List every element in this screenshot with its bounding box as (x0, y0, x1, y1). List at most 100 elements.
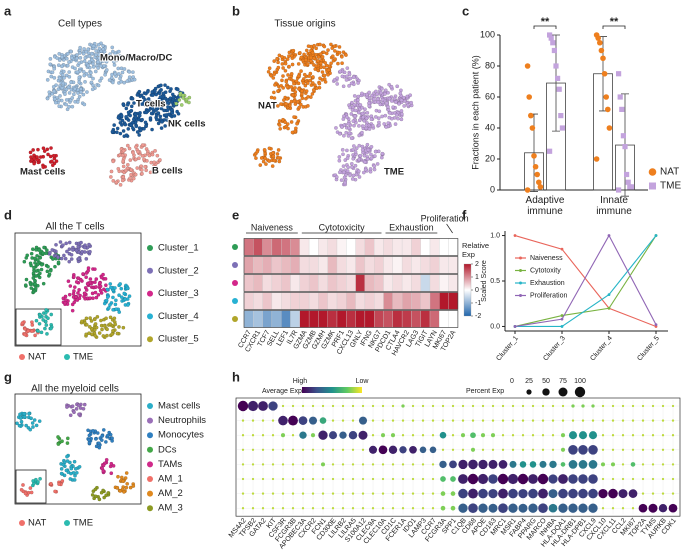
cell-dot (65, 459, 70, 463)
cell-dot (66, 279, 71, 284)
cell-dot (399, 88, 403, 93)
cell-dot (123, 476, 128, 480)
cell-dot (60, 479, 65, 483)
dot (468, 488, 478, 499)
heatmap-cell (262, 310, 273, 328)
dot (301, 492, 305, 495)
heatmap-cell (318, 310, 328, 328)
dot (431, 492, 435, 495)
cell-dot (290, 130, 295, 135)
cluster-label: TME (384, 167, 404, 178)
dot (341, 404, 345, 408)
heatmap-cell (374, 292, 384, 310)
dot (467, 473, 479, 485)
cell-dot (120, 118, 125, 123)
cell-dot (82, 402, 87, 407)
cell-dot (109, 461, 114, 466)
dot (491, 448, 495, 451)
colorbar-tick-label: -1 (475, 300, 481, 307)
dot (241, 507, 245, 510)
cell-dot (351, 147, 356, 152)
heatmap-cell (262, 274, 273, 292)
cell-dot (267, 159, 272, 163)
cell-dot (49, 481, 53, 486)
dot (601, 434, 605, 437)
cell-dot (357, 123, 361, 128)
dot (421, 404, 425, 408)
heatmap-cell (439, 310, 449, 328)
dot (291, 477, 295, 481)
cell-dot (115, 485, 120, 490)
cell-dot (57, 104, 62, 109)
cell-dot (270, 164, 275, 168)
cell-dot (61, 296, 66, 301)
cell-dot (19, 419, 24, 424)
color-legend-bar (302, 387, 362, 393)
dot (598, 488, 608, 499)
significance-label: ** (610, 16, 619, 28)
cell-dot (111, 307, 115, 312)
cell-dot (121, 102, 126, 107)
dot (488, 503, 498, 513)
cell-dot (277, 123, 282, 127)
cell-dot (145, 89, 150, 94)
cell-dot (166, 105, 170, 109)
cell-dot (61, 462, 66, 467)
heatmap-cell (271, 238, 282, 256)
cell-dot (94, 277, 99, 281)
legend-label: NAT (660, 167, 679, 178)
heatmap-cell (364, 310, 375, 328)
dot (311, 463, 315, 466)
cell-dot (89, 58, 94, 62)
cell-dot (349, 136, 354, 141)
dot (361, 448, 365, 451)
cell-dot (104, 59, 109, 64)
cell-dot (398, 91, 403, 96)
cell-dot (119, 475, 124, 480)
cell-dot (82, 47, 86, 51)
cell-dot (65, 454, 69, 459)
cell-dot (298, 102, 303, 107)
data-point (537, 184, 544, 190)
dot (391, 477, 395, 481)
cell-dot (149, 100, 154, 105)
cell-dot (330, 46, 335, 50)
dot (588, 445, 598, 455)
cell-dot (69, 466, 74, 471)
y-tick-label: 40 (485, 122, 495, 132)
dot (261, 463, 265, 466)
data-point (628, 184, 634, 190)
dot (251, 507, 255, 510)
dot (519, 461, 527, 468)
dot (498, 488, 508, 499)
cell-dot (318, 76, 322, 81)
cell-dot (308, 58, 313, 63)
cell-dot (150, 127, 154, 132)
dot (511, 404, 515, 408)
dot (631, 419, 635, 422)
data-point (601, 70, 608, 77)
cell-dot (38, 271, 42, 276)
series-line (514, 235, 657, 327)
color-legend-low: Low (356, 378, 370, 385)
heatmap-cell (346, 256, 356, 274)
cell-dot (70, 96, 75, 100)
cell-dot (170, 92, 175, 97)
cell-dot (366, 148, 371, 152)
cell-dot (76, 403, 81, 408)
cell-dot (356, 98, 360, 103)
cell-dot (154, 92, 159, 97)
cell-dot (272, 59, 277, 63)
cell-dot (67, 240, 72, 245)
dot (560, 462, 566, 467)
series-line (514, 235, 657, 327)
heatmap-cell (308, 256, 319, 274)
cell-dot (316, 55, 321, 59)
legend-label: TME (73, 518, 93, 529)
cell-dot (372, 97, 376, 102)
cell-dot (104, 457, 109, 462)
cell-dot (356, 94, 361, 99)
cell-dot (263, 156, 268, 161)
cell-dot (305, 62, 310, 66)
cell-dot (322, 77, 327, 81)
